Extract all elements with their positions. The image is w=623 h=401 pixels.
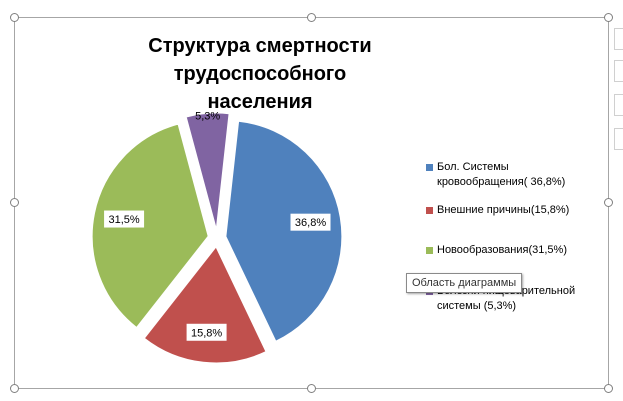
resize-handle-middle-right[interactable] [604, 198, 613, 207]
chart-styles-button[interactable] [614, 60, 623, 82]
chart-title[interactable]: Структура смертности трудоспособного нас… [60, 32, 460, 116]
resize-handle-top-center[interactable] [307, 13, 316, 22]
pie-slice-circulatory[interactable] [225, 120, 343, 342]
resize-handle-top-left[interactable] [10, 13, 19, 22]
data-label-circulatory[interactable]: 36,8% [290, 213, 331, 231]
chart-area-tooltip: Область диаграммы [406, 273, 523, 293]
data-label-external-causes[interactable]: 15,8% [186, 323, 227, 341]
legend-label-neoplasms: Новообразования(31,5%) [437, 244, 567, 256]
pie-slice-neoplasms[interactable] [91, 123, 209, 329]
svg-text:15,8%: 15,8% [191, 327, 222, 339]
resize-handle-bottom-left[interactable] [10, 384, 19, 393]
svg-text:31,5%: 31,5% [108, 214, 139, 226]
pie-slice-external-causes[interactable] [143, 246, 267, 364]
data-label-digestive[interactable]: 5,3% [191, 107, 225, 124]
legend-label-circulatory-line-1: Бол. Системы [437, 161, 509, 173]
legend-swatch-neoplasms [426, 247, 433, 254]
svg-text:36,8%: 36,8% [295, 217, 326, 229]
legend-swatch-circulatory [426, 164, 433, 171]
resize-handle-bottom-right[interactable] [604, 384, 613, 393]
svg-text:5,3%: 5,3% [195, 111, 220, 123]
chart-extra-button[interactable] [614, 128, 623, 150]
chart-title-line-1: Структура смертности трудоспособного [148, 35, 372, 85]
legend-label-digestive-line-2: системы (5,3%) [437, 300, 517, 312]
resize-handle-top-right[interactable] [604, 13, 613, 22]
chart-title-line-2: населения [207, 91, 313, 113]
legend-label-circulatory-line-2: кровообращения( 36,8%) [437, 176, 566, 188]
resize-handle-middle-left[interactable] [10, 198, 19, 207]
pie-slice-digestive[interactable] [185, 112, 230, 230]
resize-handle-bottom-center[interactable] [307, 384, 316, 393]
chart-filters-button[interactable] [614, 94, 623, 116]
legend-label-external-causes: Внешние причины(15,8%) [437, 204, 570, 216]
data-label-neoplasms[interactable]: 31,5% [104, 210, 145, 228]
legend-swatch-external-causes [426, 207, 433, 214]
chart-elements-button[interactable] [614, 28, 623, 50]
